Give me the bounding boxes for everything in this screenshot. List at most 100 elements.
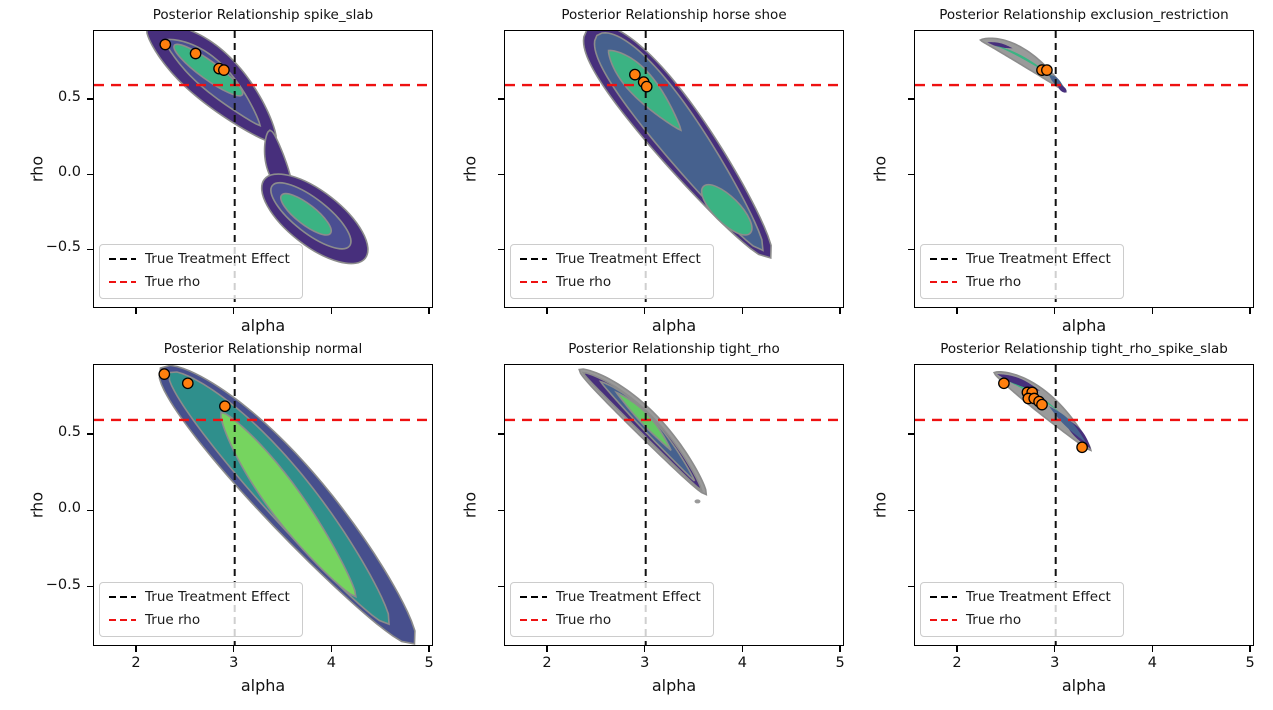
contour-band-steel	[598, 380, 696, 482]
subplot-title: Posterior Relationship tight_rho	[568, 341, 780, 357]
y-tick-mark	[498, 433, 504, 435]
y-tick-mark	[87, 248, 93, 251]
y-axis-label: rho	[460, 491, 480, 519]
contour-band-gray	[694, 499, 701, 504]
legend: True Treatment Effect True rho	[99, 244, 303, 299]
legend-label: True Treatment Effect	[966, 251, 1111, 267]
posterior-draw-point	[1041, 64, 1053, 76]
posterior-draw-point	[998, 377, 1010, 390]
contour-band-gray	[992, 370, 1093, 452]
x-tick-label: 2	[131, 655, 141, 671]
subplot-title: Posterior Relationship normal	[163, 341, 363, 357]
legend: True Treatment Effect True rho	[920, 582, 1124, 637]
contour-plot	[505, 365, 843, 645]
legend-entry: True rho	[109, 612, 290, 628]
posterior-draw-point	[219, 400, 231, 413]
legend-label: True rho	[556, 274, 612, 290]
x-tick-mark	[1151, 646, 1154, 652]
legend: True Treatment Effect True rho	[510, 244, 714, 299]
red-dashed-line-swatch	[109, 280, 136, 284]
black-dashed-line-swatch	[109, 257, 136, 261]
x-tick-mark	[330, 308, 333, 314]
plot-area	[93, 30, 433, 308]
x-tick-mark	[956, 308, 958, 314]
red-dashed-line-swatch	[520, 618, 547, 622]
contour-band-gray	[978, 37, 1068, 93]
posterior-draw-point	[189, 47, 202, 60]
x-tick-mark	[956, 646, 958, 652]
y-tick-mark	[908, 509, 914, 512]
posterior-draw-point	[159, 38, 172, 51]
legend: True Treatment Effect True rho	[510, 582, 714, 637]
x-axis-label: alpha	[240, 676, 286, 695]
legend-entry: True Treatment Effect	[930, 251, 1111, 267]
y-tick-mark	[908, 433, 914, 435]
x-tick-mark	[135, 308, 137, 314]
posterior-draw-point	[629, 68, 641, 81]
x-tick-mark	[741, 646, 744, 652]
legend-entry: True rho	[520, 274, 701, 290]
contour-plot	[505, 31, 843, 307]
y-tick-mark	[908, 248, 914, 251]
contour-band-purple	[581, 371, 703, 492]
x-tick-mark	[232, 308, 235, 314]
x-tick-label: 4	[1147, 655, 1157, 671]
x-tick-mark	[839, 646, 841, 652]
x-tick-label: 5	[1245, 655, 1255, 671]
black-dashed-line-swatch	[930, 595, 957, 599]
y-tick-mark	[498, 248, 504, 251]
y-tick-mark	[87, 585, 93, 588]
x-tick-mark	[1249, 308, 1251, 314]
y-tick-mark	[87, 173, 93, 175]
x-tick-mark	[1249, 646, 1251, 652]
black-dashed-line-swatch	[930, 257, 957, 261]
legend-entry: True rho	[109, 274, 290, 290]
legend-entry: True Treatment Effect	[109, 589, 290, 605]
legend-entry: True Treatment Effect	[520, 251, 701, 267]
subplot-horse-shoe: Posterior Relationship horse shoe alpha …	[461, 7, 844, 335]
contour-band-tgreen	[614, 390, 672, 451]
posterior-draw-point	[1076, 441, 1088, 454]
contour-band-emerald	[700, 183, 753, 236]
subplot-title: Posterior Relationship exclusion_restric…	[939, 7, 1229, 23]
y-tick-mark	[498, 98, 504, 100]
contour-band-purple	[997, 374, 1041, 391]
legend-entry: True Treatment Effect	[520, 589, 701, 605]
legend-label: True rho	[145, 612, 201, 628]
legend-entry: True rho	[930, 612, 1111, 628]
subplot-title: Posterior Relationship tight_rho_spike_s…	[940, 341, 1228, 357]
x-tick-mark	[428, 646, 430, 652]
x-tick-mark	[1053, 308, 1056, 314]
legend-entry: True rho	[930, 274, 1111, 290]
subplot-normal: Posterior Relationship normal alpha rho …	[28, 341, 434, 695]
y-tick-label: −0.5	[45, 576, 81, 593]
contour-plot	[94, 31, 432, 307]
y-tick-mark	[498, 585, 504, 588]
x-tick-label: 5	[835, 655, 845, 671]
posterior-draw-point	[1036, 398, 1048, 411]
y-tick-mark	[498, 509, 504, 512]
subplot-tight-rho: Posterior Relationship tight_rho alpha r…	[461, 341, 845, 695]
x-axis-label: alpha	[240, 316, 286, 335]
legend: True Treatment Effect True rho	[99, 582, 303, 637]
contour-band-purple	[1058, 85, 1067, 93]
legend-label: True Treatment Effect	[966, 589, 1111, 605]
x-tick-label: 4	[326, 655, 336, 671]
subplot-spike-slab: Posterior Relationship spike_slab alpha …	[28, 7, 433, 335]
y-tick-mark	[87, 98, 93, 100]
x-tick-mark	[1053, 646, 1056, 652]
posterior-draw-point	[640, 80, 653, 93]
contour-band-steel	[1048, 406, 1086, 443]
y-tick-mark	[87, 509, 93, 512]
x-tick-label: 2	[542, 655, 552, 671]
x-tick-mark	[546, 646, 548, 652]
contour-band-emerald	[280, 192, 332, 236]
x-tick-mark	[428, 308, 430, 314]
posterior-draw-point	[158, 368, 171, 380]
y-axis-label: rho	[460, 155, 480, 183]
x-axis-label: alpha	[651, 676, 697, 695]
legend: True Treatment Effect True rho	[920, 244, 1124, 299]
x-tick-label: 5	[424, 655, 434, 671]
x-tick-mark	[839, 308, 841, 314]
